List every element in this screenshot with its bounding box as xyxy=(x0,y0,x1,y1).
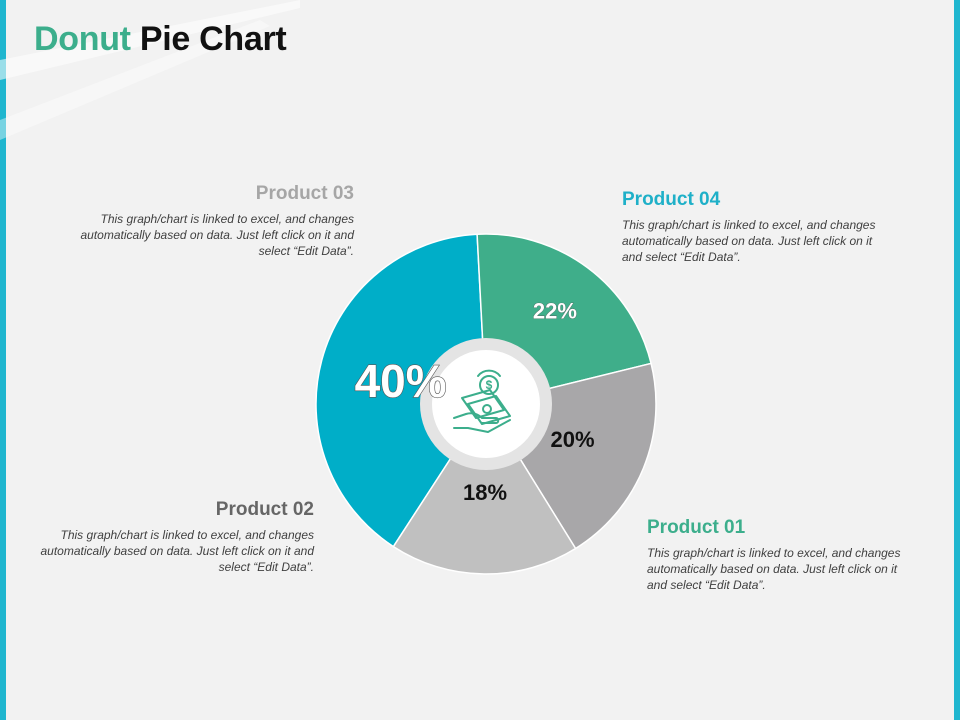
legend-product-01: Product 01 This graph/chart is linked to… xyxy=(647,517,912,593)
slice-product-03 xyxy=(392,402,577,575)
slice-label-40: 40% xyxy=(355,355,447,407)
right-frame-bar xyxy=(954,0,960,720)
product-02-name: Product 02 xyxy=(215,499,314,520)
product-01-name: Product 01 xyxy=(647,517,746,538)
legend-product-04: Product 04 This graph/chart is linked to… xyxy=(622,189,887,265)
dollar-sign-glyph: $ xyxy=(486,378,493,392)
donut-slices xyxy=(315,233,657,575)
slice-label-18: 18% xyxy=(463,480,507,505)
product-04-name: Product 04 xyxy=(622,189,721,210)
title-word-donut: Donut xyxy=(34,20,131,58)
money-hand-icon xyxy=(453,369,511,433)
background-light-streaks xyxy=(0,0,300,140)
slice-label-20: 20% xyxy=(551,427,595,452)
product-03-name: Product 03 xyxy=(255,183,354,204)
title-word-pie-chart: Pie Chart xyxy=(139,20,287,58)
left-frame-bar xyxy=(0,0,6,720)
slice-label-22: 22% xyxy=(533,299,577,324)
donut-center xyxy=(432,350,540,458)
product-01-description: This graph/chart is linked to excel, and… xyxy=(647,546,901,592)
product-03-description: This graph/chart is linked to excel, and… xyxy=(80,212,355,258)
page-title: Donut Pie Chart xyxy=(34,20,287,59)
legend-product-03: Product 03 This graph/chart is linked to… xyxy=(54,183,355,259)
slice-percent-labels: 40% 22% 20% 18% xyxy=(354,298,595,505)
product-02-description: This graph/chart is linked to excel, and… xyxy=(40,528,315,574)
product-04-description: This graph/chart is linked to excel, and… xyxy=(622,218,876,264)
legend-product-02: Product 02 This graph/chart is linked to… xyxy=(14,499,315,575)
